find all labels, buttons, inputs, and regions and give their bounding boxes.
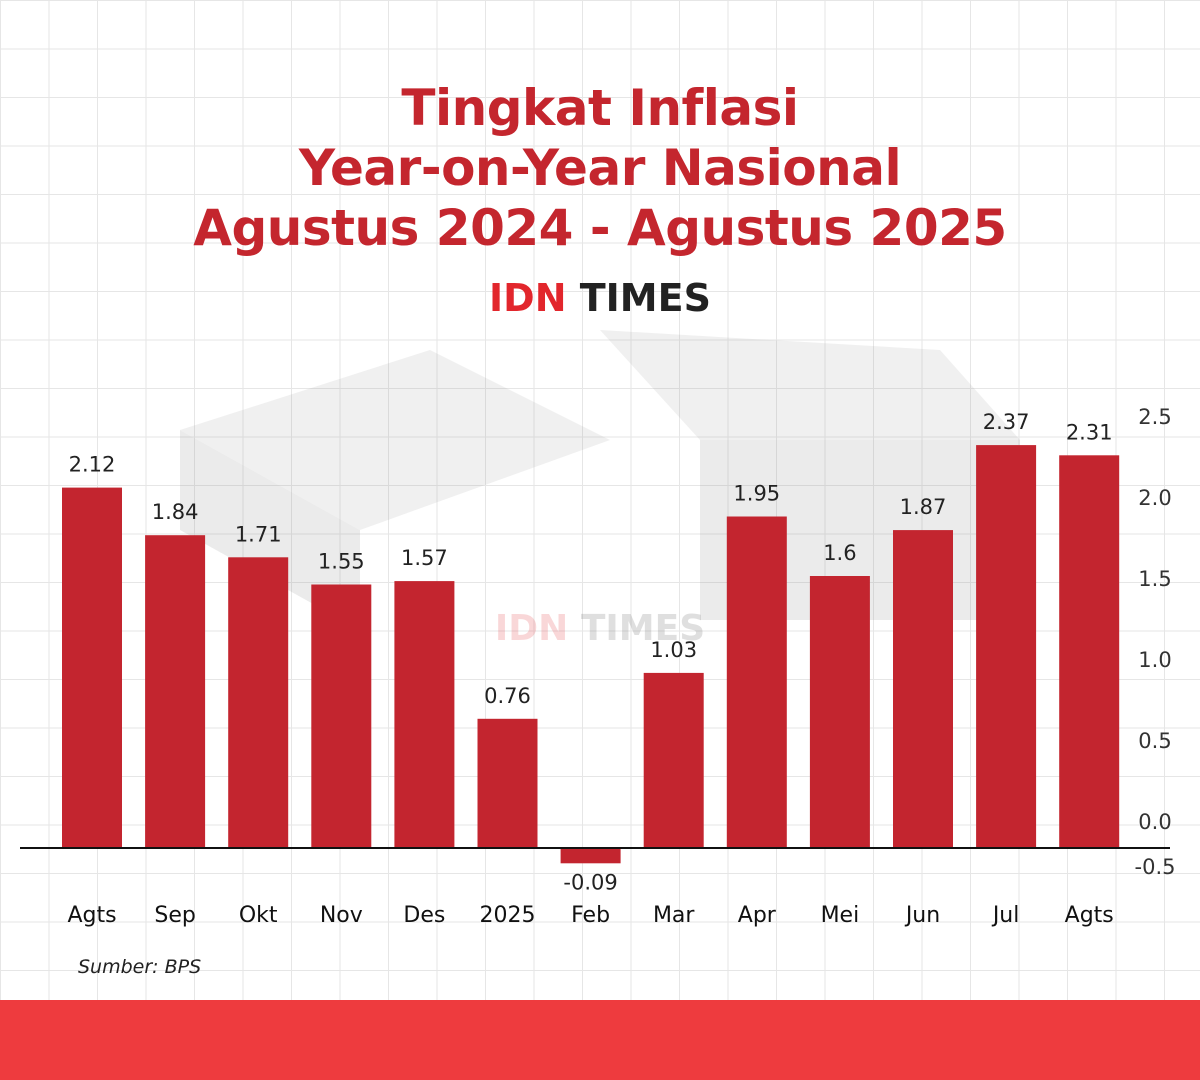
bar	[145, 535, 206, 848]
bar	[560, 848, 621, 864]
value-label: 2.37	[983, 410, 1030, 434]
x-tick-label: Sep	[154, 903, 195, 928]
bar	[228, 557, 289, 848]
x-tick-label: Mei	[821, 903, 860, 928]
y-tick-label: 2.0	[1138, 486, 1171, 510]
bar	[1059, 455, 1120, 848]
y-tick-label: -0.5	[1135, 855, 1176, 879]
x-tick-label: Jun	[904, 903, 940, 928]
y-tick-label: 2.5	[1138, 405, 1171, 429]
y-tick-label: 1.0	[1138, 648, 1171, 672]
idn-times-logo: IDN TIMES	[0, 276, 1200, 320]
x-tick-label: Jul	[991, 903, 1020, 928]
watermark-logo: IDN TIMES	[0, 608, 1200, 649]
y-tick-label: 0.0	[1138, 810, 1171, 834]
logo-idn: IDN	[489, 276, 567, 320]
x-tick-label: Mar	[653, 903, 695, 928]
value-label: 1.55	[318, 550, 365, 574]
value-label: 2.31	[1066, 420, 1113, 444]
x-tick-label: Okt	[239, 903, 278, 928]
watermark-times: TIMES	[580, 608, 706, 649]
title-line-1: Tingkat Inflasi	[401, 79, 799, 137]
bar	[976, 445, 1037, 848]
bar	[477, 718, 538, 848]
y-tick-label: 0.5	[1138, 729, 1171, 753]
value-label: 1.95	[733, 482, 780, 506]
title-line-3: Agustus 2024 - Agustus 2025	[193, 199, 1007, 257]
value-label: 2.12	[69, 453, 116, 477]
bar	[394, 581, 455, 848]
bar-chart: 2.12 Agts 1.84 Sep 1.71 Okt 1.55 Nov 1.57 Des 0.76…	[20, 405, 1176, 928]
footer-band	[0, 1000, 1200, 1080]
value-label: 1.03	[650, 638, 697, 662]
bar	[311, 584, 372, 848]
value-label: 0.76	[484, 684, 531, 708]
logo-times: TIMES	[579, 276, 711, 320]
value-label: 1.84	[152, 500, 199, 524]
value-label: -0.09	[563, 870, 617, 894]
x-tick-label: Des	[403, 903, 445, 928]
title-line-2: Year-on-Year Nasional	[298, 139, 902, 197]
bar	[62, 487, 122, 848]
bar	[726, 516, 787, 848]
value-label: 1.6	[823, 541, 856, 565]
value-label: 1.71	[235, 522, 282, 546]
x-tick-label: Apr	[738, 903, 777, 928]
source-note: Sumber: BPS	[78, 956, 202, 978]
x-tick-label: Feb	[571, 903, 610, 928]
chart-title: Tingkat Inflasi Year-on-Year Nasional Ag…	[0, 78, 1200, 258]
x-tick-label: Agts	[67, 903, 116, 928]
bar	[643, 672, 704, 848]
y-tick-label: 1.5	[1138, 567, 1171, 591]
bar	[893, 530, 953, 848]
value-label: 1.87	[900, 495, 947, 519]
value-label: 1.57	[401, 546, 448, 570]
watermark-idn: IDN	[494, 608, 569, 649]
x-tick-label: Nov	[320, 903, 363, 928]
x-tick-label: 2025	[480, 903, 536, 928]
x-tick-label: Agts	[1065, 903, 1114, 928]
bar	[809, 576, 870, 848]
